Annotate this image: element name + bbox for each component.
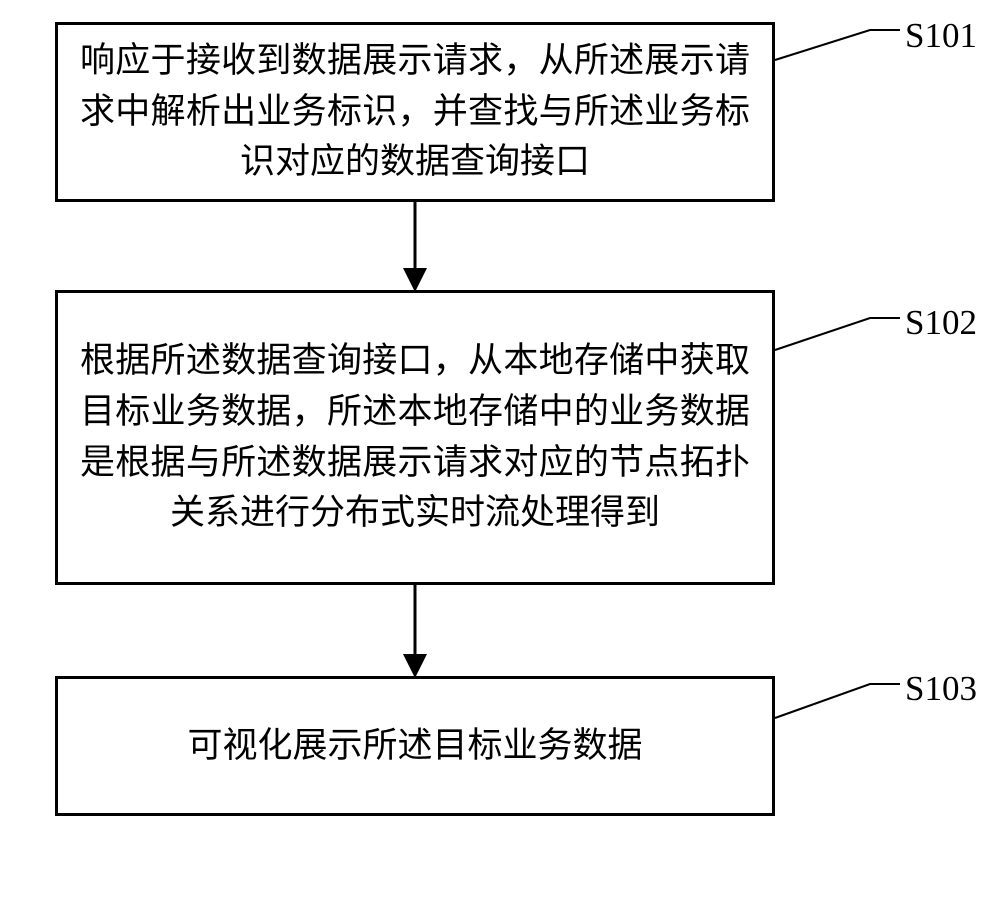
callout-s103 [775, 684, 900, 718]
flow-step-2-text: 根据所述数据查询接口，从本地存储中获取目标业务数据，所述本地存储中的业务数据是根… [80, 336, 750, 539]
callout-s102 [775, 318, 900, 350]
flow-step-1-text: 响应于接收到数据展示请求，从所述展示请求中解析出业务标识，并查找与所述业务标识对… [80, 36, 750, 188]
flow-step-3-text: 可视化展示所述目标业务数据 [187, 721, 642, 772]
flow-step-2-label: S102 [905, 303, 977, 343]
flow-step-2: 根据所述数据查询接口，从本地存储中获取目标业务数据，所述本地存储中的业务数据是根… [55, 290, 775, 585]
flow-step-1: 响应于接收到数据展示请求，从所述展示请求中解析出业务标识，并查找与所述业务标识对… [55, 22, 775, 202]
flow-step-3: 可视化展示所述目标业务数据 [55, 676, 775, 816]
callout-s101 [775, 30, 900, 60]
flowchart-container: 响应于接收到数据展示请求，从所述展示请求中解析出业务标识，并查找与所述业务标识对… [0, 0, 1000, 921]
flow-step-1-label: S101 [905, 16, 977, 56]
flow-step-3-label: S103 [905, 669, 977, 709]
